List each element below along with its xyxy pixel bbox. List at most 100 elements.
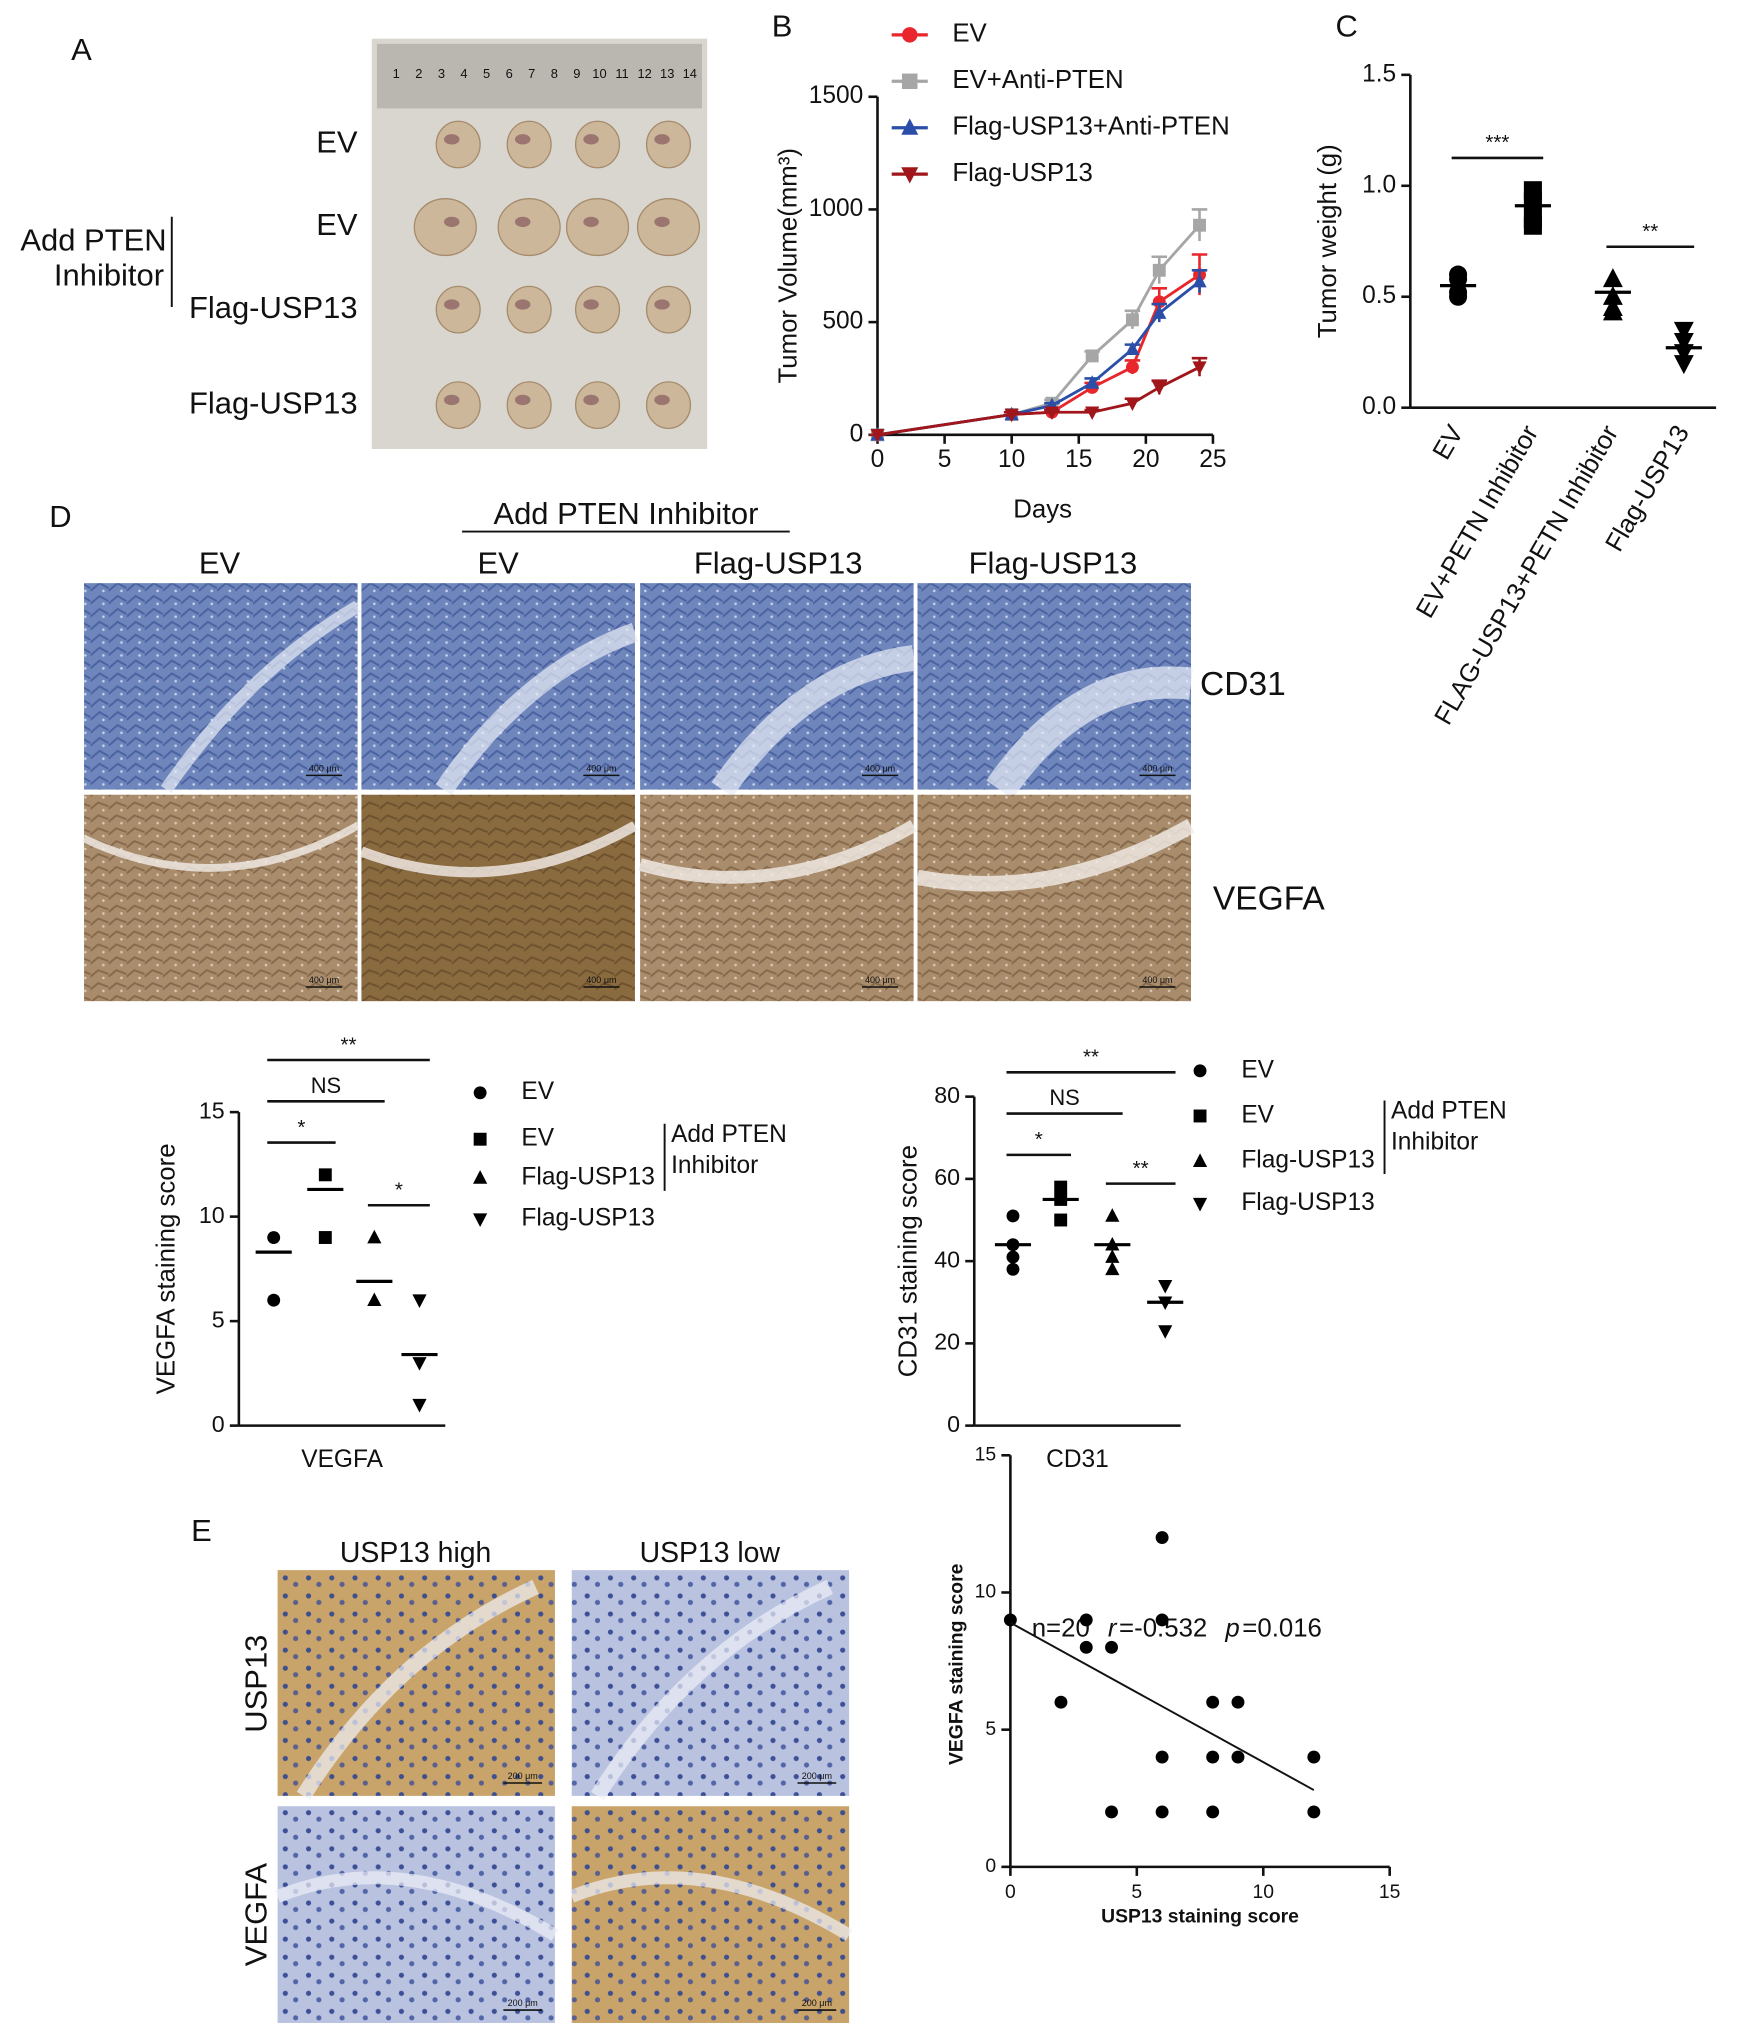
tumor xyxy=(636,198,701,257)
panel-label: C xyxy=(1336,9,1358,44)
tissue-gap xyxy=(296,1579,539,1801)
significance-label: NS xyxy=(1049,1085,1079,1110)
data-point xyxy=(412,1357,427,1371)
legend-marker xyxy=(901,167,919,184)
legend-marker xyxy=(473,1086,487,1100)
x-tick-label: 5 xyxy=(938,446,952,473)
x-axis-label: CD31 xyxy=(1046,1446,1109,1473)
data-point xyxy=(1006,1209,1020,1223)
significance-label: ** xyxy=(1133,1157,1149,1180)
legend-note: Add PTEN xyxy=(671,1121,787,1148)
tumor xyxy=(574,285,621,334)
tumor-spot xyxy=(514,216,531,228)
data-point xyxy=(1307,1750,1321,1764)
tumor xyxy=(413,198,477,257)
data-point xyxy=(1152,381,1167,396)
data-point xyxy=(1105,1208,1120,1222)
ihc-image xyxy=(361,794,635,1002)
fit-line xyxy=(1009,1621,1315,1791)
scale-bar-label: 200 μm xyxy=(802,1998,832,2008)
tissue-gap xyxy=(435,623,639,796)
data-point xyxy=(1105,1261,1120,1276)
tumor xyxy=(565,198,630,257)
data-point xyxy=(267,1231,281,1244)
data-point xyxy=(1044,406,1060,420)
legend-note: Inhibitor xyxy=(671,1152,758,1179)
legend-marker xyxy=(1193,1109,1207,1123)
tumor xyxy=(574,120,621,169)
data-point xyxy=(318,1168,332,1182)
y-tick-label: 40 xyxy=(934,1246,960,1272)
panel-label: E xyxy=(191,1513,212,1548)
y-axis-label: Tumor weight (g) xyxy=(1314,144,1342,338)
data-point xyxy=(412,1294,427,1308)
x-tick-label: EV xyxy=(1428,420,1470,464)
scale-bar-label: 400 μm xyxy=(865,763,895,773)
x-tick-label: 5 xyxy=(1131,1881,1142,1903)
scale-bar-label: 400 μm xyxy=(1142,975,1172,985)
y-tick-label: 20 xyxy=(934,1329,960,1355)
y-tick-label: 10 xyxy=(975,1581,997,1603)
ruler-number: 9 xyxy=(573,66,580,81)
y-tick-label: 1500 xyxy=(809,82,864,109)
data-point xyxy=(1158,1325,1173,1339)
legend-marker xyxy=(473,1213,488,1227)
legend-label: Flag-USP13 xyxy=(521,1163,654,1190)
ihc-images-e xyxy=(275,1570,853,2023)
tumor-spot xyxy=(444,299,460,310)
series-line xyxy=(877,273,1201,437)
legend-label: Flag-USP13 xyxy=(1241,1147,1374,1174)
ruler-number: 2 xyxy=(415,66,422,81)
scale-bar-label: 200 μm xyxy=(508,1998,538,2008)
data-point xyxy=(1231,1750,1245,1764)
data-point xyxy=(1003,1613,1017,1627)
legend-marker xyxy=(902,73,918,90)
y-tick-label: 1.0 xyxy=(1362,171,1396,198)
tumor xyxy=(435,285,481,334)
tumor-spot xyxy=(654,299,670,310)
significance-label: ** xyxy=(1642,220,1658,243)
column-label: EV xyxy=(478,545,520,580)
x-tick-label: 10 xyxy=(1252,1881,1274,1903)
legend-label: EV xyxy=(521,1125,554,1152)
tissue-gap xyxy=(275,1871,559,1941)
y-tick-label: 0 xyxy=(947,1411,960,1437)
data-point xyxy=(267,1293,281,1307)
group-label: Inhibitor xyxy=(54,258,164,293)
ihc-image xyxy=(84,794,358,1002)
scale-bar-label: 200 μm xyxy=(802,1771,832,1781)
data-point xyxy=(1206,1750,1220,1764)
data-point xyxy=(1673,321,1694,341)
row-label: VEGFA xyxy=(238,1863,273,1967)
tissue-gap xyxy=(82,822,360,872)
ihc-image xyxy=(640,583,914,790)
y-tick-label: 15 xyxy=(975,1443,997,1465)
tissue-gap xyxy=(160,600,361,794)
y-tick-label: 0.0 xyxy=(1362,393,1396,420)
scale-bar-label: 400 μm xyxy=(309,763,339,773)
x-axis-label: USP13 staining score xyxy=(1101,1905,1299,1927)
ruler-number: 10 xyxy=(592,66,606,81)
data-point xyxy=(1449,269,1468,289)
data-point xyxy=(1602,268,1623,288)
panel-label: D xyxy=(49,499,71,534)
data-point xyxy=(1523,216,1542,235)
column-label: USP13 low xyxy=(640,1537,781,1569)
legend-label: EV xyxy=(952,20,987,48)
ihc-image xyxy=(84,583,358,790)
tissue-gap xyxy=(711,645,916,797)
y-tick-label: 5 xyxy=(985,1718,996,1740)
group-label: Add PTEN Inhibitor xyxy=(493,496,758,531)
legend-marker xyxy=(902,27,918,43)
tumor-spot xyxy=(583,134,599,145)
legend-note: Add PTEN xyxy=(1391,1098,1507,1125)
y-axis-label: VEGFA staining score xyxy=(946,1563,968,1765)
data-point xyxy=(1449,287,1468,306)
tumor-spot xyxy=(514,134,531,145)
tumors xyxy=(413,120,701,429)
ihc-image xyxy=(361,583,635,790)
row-label: USP13 xyxy=(238,1635,273,1733)
legend-marker xyxy=(473,1170,488,1184)
data-point xyxy=(1006,1250,1020,1264)
ruler-number: 5 xyxy=(483,66,490,81)
